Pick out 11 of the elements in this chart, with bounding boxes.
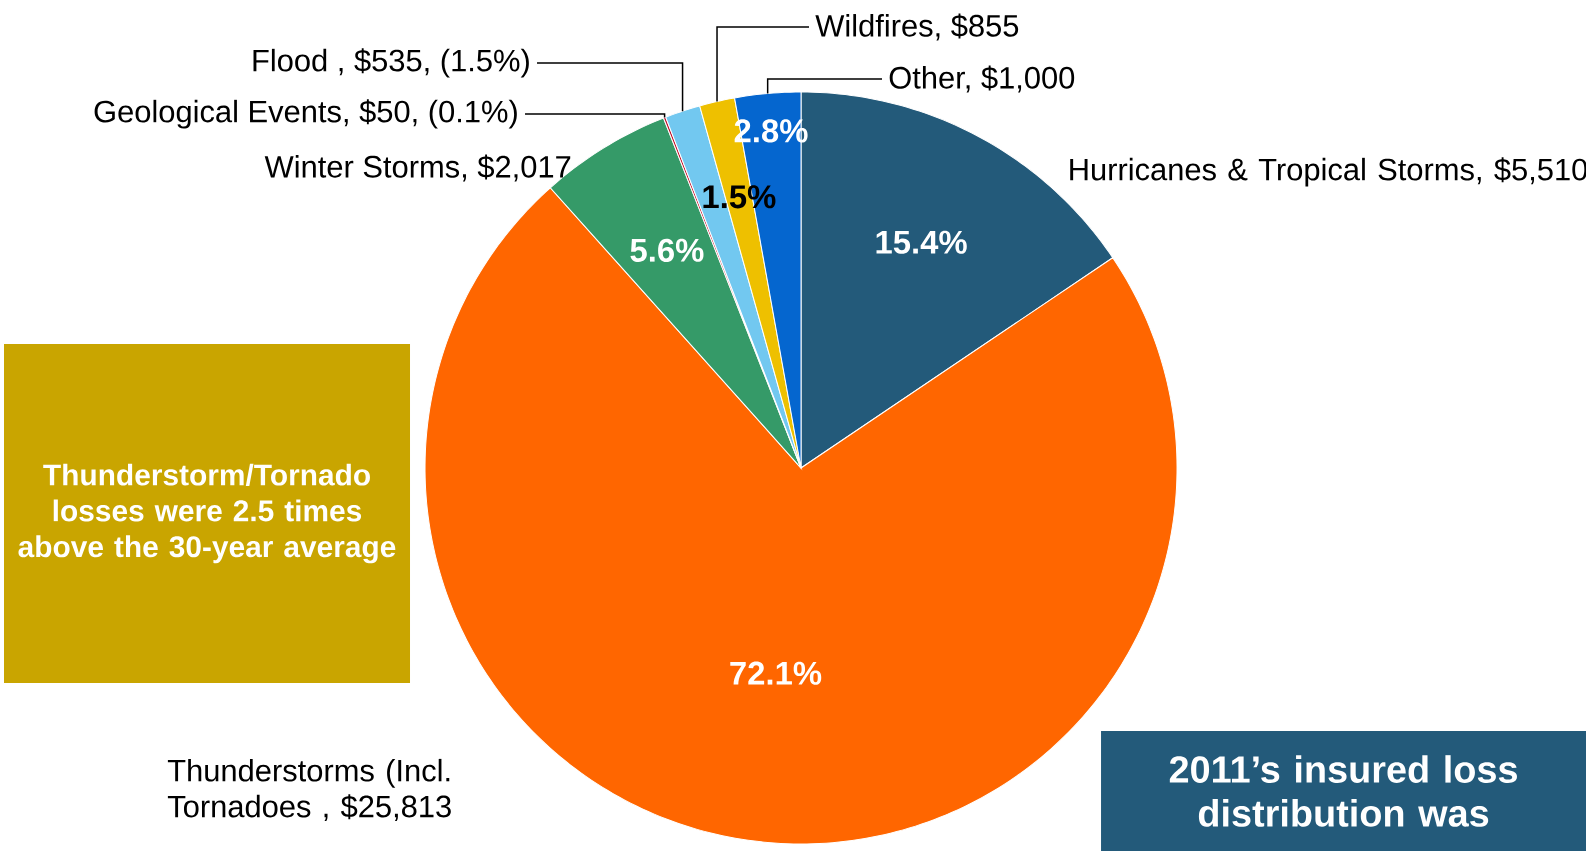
- text: Thunderstorm/Tornado losses were 2.5 times above the 30-year average: [18, 463, 396, 564]
- data-label: 72.1%: [730, 661, 822, 685]
- slice-label: Wildfires, $855: [815, 13, 1019, 41]
- slice-label: Winter Storms, $2,017: [264, 154, 571, 182]
- text: 2011’s insured loss distribution was: [1169, 755, 1517, 827]
- slice-label: Geological Events, $50, (0.1%): [94, 99, 517, 129]
- slice-label: Other, $1,000: [889, 65, 1075, 93]
- data-label: 5.6%: [630, 238, 704, 262]
- slice-label: Flood , $535, (1.5%): [253, 48, 529, 78]
- slice-label: Thunderstorms (Incl. Tornadoes , $25,813: [167, 758, 451, 822]
- data-label: 15.4%: [876, 230, 967, 254]
